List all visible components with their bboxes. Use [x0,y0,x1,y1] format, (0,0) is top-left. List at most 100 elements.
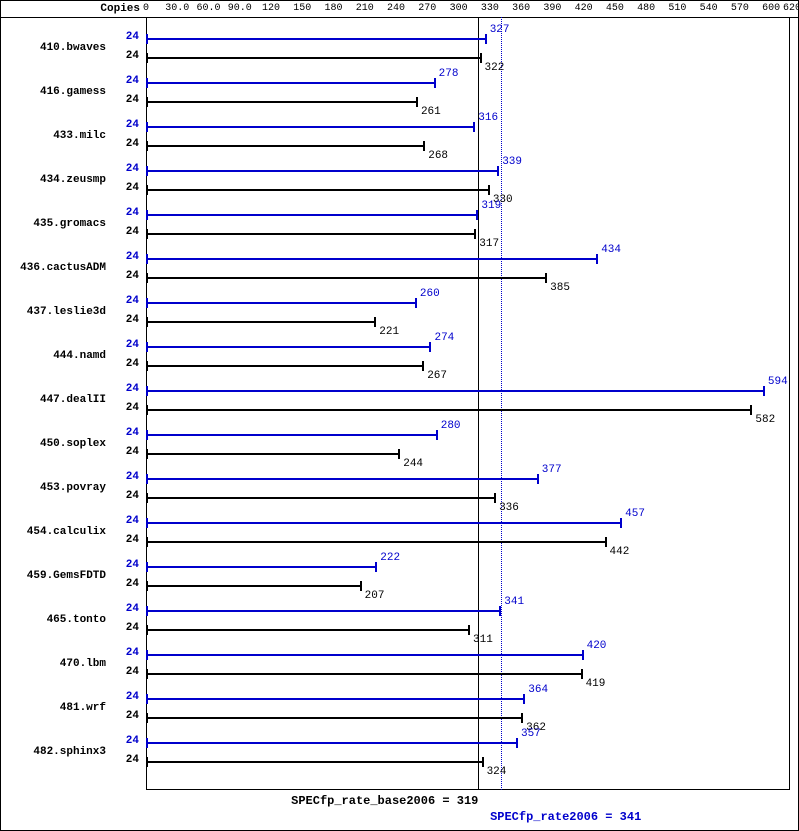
benchmark-name: 470.lbm [1,658,106,670]
benchmark-name: 435.gromacs [1,218,106,230]
benchmark-name: 447.dealII [1,394,106,406]
bar-value: 420 [587,640,607,652]
benchmark-row: 437.leslie3d2424260221 [1,292,798,336]
copies-peak: 24 [109,691,139,703]
benchmark-name: 453.povray [1,482,106,494]
tick-label: 180 [325,3,343,14]
bar-value: 377 [542,464,562,476]
copies-base: 24 [109,50,139,62]
copies-peak: 24 [109,207,139,219]
benchmark-row: 434.zeusmp2424339330 [1,160,798,204]
benchmark-row: 482.sphinx32424357324 [1,732,798,776]
copies-peak: 24 [109,559,139,571]
tick-label: 420 [575,3,593,14]
benchmark-row: 481.wrf2424364362 [1,688,798,732]
bar-value: 324 [487,766,507,778]
copies-base: 24 [109,666,139,678]
benchmark-name: 436.cactusADM [1,262,106,274]
tick-label: 0 [143,3,149,14]
tick-label: 210 [356,3,374,14]
tick-label: 540 [700,3,718,14]
benchmark-row: 459.GemsFDTD2424222207 [1,556,798,600]
copies-peak: 24 [109,427,139,439]
copies-peak: 24 [109,647,139,659]
benchmark-row: 410.bwaves2424327322 [1,28,798,72]
copies-base: 24 [109,270,139,282]
bar-value: 316 [478,112,498,124]
benchmark-name: 437.leslie3d [1,306,106,318]
tick-label: 150 [293,3,311,14]
benchmark-row: 453.povray2424377336 [1,468,798,512]
benchmark-name: 444.namd [1,350,106,362]
benchmark-row: 416.gamess2424278261 [1,72,798,116]
benchmark-row: 447.dealII2424594582 [1,380,798,424]
copies-peak: 24 [109,471,139,483]
bar-value: 457 [625,508,645,520]
tick-label: 620 [783,3,799,14]
scale-rule [1,17,798,18]
benchmark-row: 470.lbm2424420419 [1,644,798,688]
copies-base: 24 [109,94,139,106]
benchmark-row: 465.tonto2424341311 [1,600,798,644]
copies-base: 24 [109,358,139,370]
copies-base: 24 [109,578,139,590]
benchmark-name: 433.milc [1,130,106,142]
copies-base: 24 [109,534,139,546]
copies-peak: 24 [109,163,139,175]
tick-label: 240 [387,3,405,14]
tick-label: 90.0 [228,3,252,14]
benchmark-name: 459.GemsFDTD [1,570,106,582]
copies-base: 24 [109,490,139,502]
copies-peak: 24 [109,119,139,131]
benchmark-row: 435.gromacs2424319317 [1,204,798,248]
benchmark-name: 410.bwaves [1,42,106,54]
bar-value: 260 [420,288,440,300]
tick-label: 480 [637,3,655,14]
tick-label: 600 [762,3,780,14]
benchmark-name: 416.gamess [1,86,106,98]
summary-peak-label: SPECfp_rate2006 = 341 [1,810,641,824]
tick-label: 330 [481,3,499,14]
bar-value: 278 [439,68,459,80]
copies-base: 24 [109,402,139,414]
copies-base: 24 [109,754,139,766]
benchmark-name: 482.sphinx3 [1,746,106,758]
bar-value: 274 [434,332,454,344]
bar-value: 339 [502,156,522,168]
bar-value: 594 [768,376,788,388]
tick-label: 30.0 [165,3,189,14]
benchmark-name: 454.calculix [1,526,106,538]
benchmark-row: 433.milc2424316268 [1,116,798,160]
copies-base: 24 [109,138,139,150]
copies-peak: 24 [109,383,139,395]
copies-peak: 24 [109,295,139,307]
copies-peak: 24 [109,515,139,527]
copies-base: 24 [109,446,139,458]
tick-label: 570 [731,3,749,14]
summary-base-label: SPECfp_rate_base2006 = 319 [1,794,478,808]
tick-label: 120 [262,3,280,14]
copies-base: 24 [109,314,139,326]
bar-value: 222 [380,552,400,564]
copies-peak: 24 [109,735,139,747]
copies-header: Copies [1,1,142,15]
copies-peak: 24 [109,251,139,263]
tick-label: 360 [512,3,530,14]
benchmark-name: 450.soplex [1,438,106,450]
bar-value: 341 [504,596,524,608]
benchmark-name: 465.tonto [1,614,106,626]
copies-base: 24 [109,226,139,238]
x-scale: 030.060.090.0120150180210240270300330360… [146,1,790,17]
copies-peak: 24 [109,75,139,87]
tick-label: 510 [668,3,686,14]
copies-peak: 24 [109,339,139,351]
bar-value: 327 [490,24,510,36]
bar-value: 319 [481,200,501,212]
tick-label: 390 [543,3,561,14]
benchmark-row: 444.namd2424274267 [1,336,798,380]
benchmark-row: 454.calculix2424457442 [1,512,798,556]
tick-label: 300 [450,3,468,14]
benchmark-rows: 410.bwaves2424327322416.gamess2424278261… [1,28,798,776]
tick-label: 450 [606,3,624,14]
copies-base: 24 [109,182,139,194]
